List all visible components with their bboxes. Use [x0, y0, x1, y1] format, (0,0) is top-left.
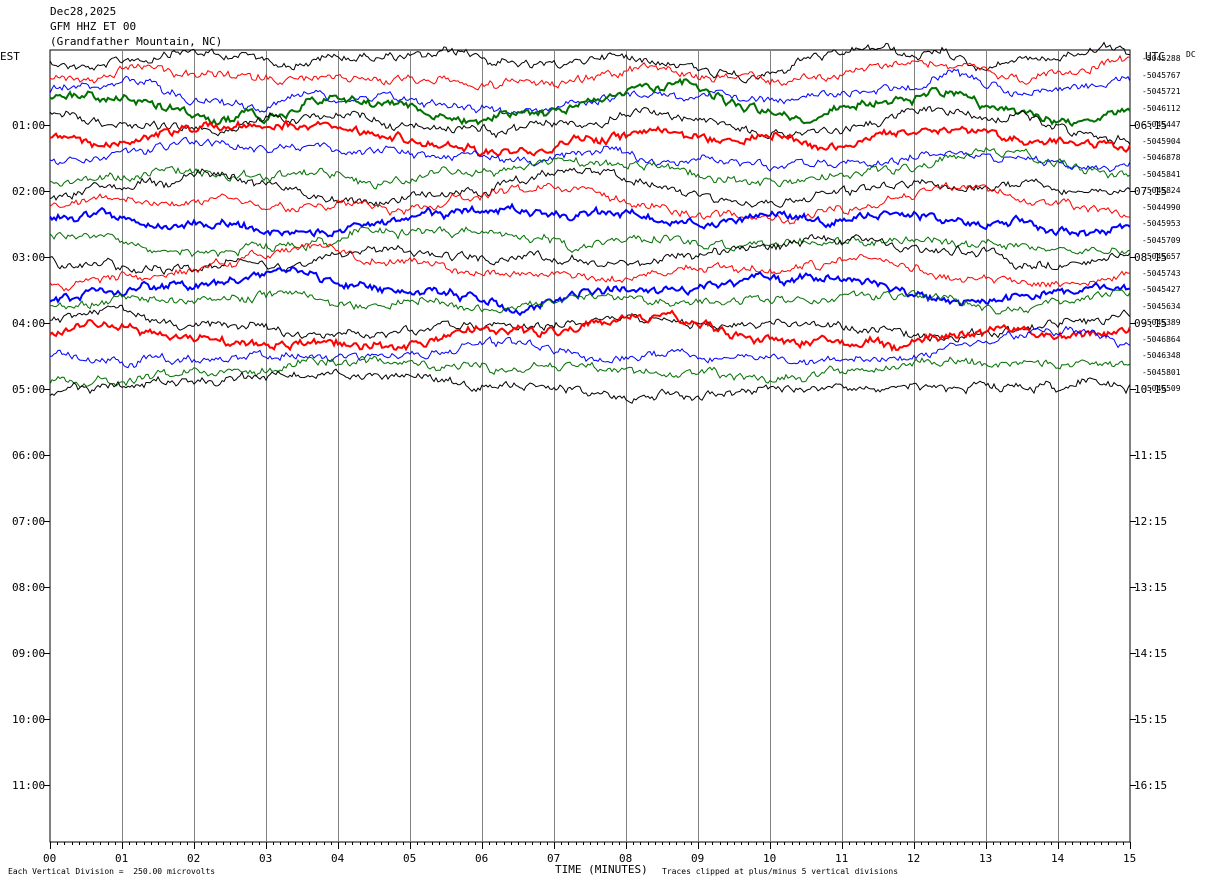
x-tick-label: 06: [475, 852, 489, 865]
dc-offset-label: -5045447: [1142, 120, 1181, 129]
dc-label: DC: [1186, 50, 1196, 59]
x-tick-label: 04: [331, 852, 345, 865]
dc-offset-label: -5045904: [1142, 136, 1181, 146]
right-time-label: 15:15: [1134, 713, 1168, 726]
x-tick-label: 09: [691, 852, 705, 865]
dc-offset-label: -5045634: [1142, 301, 1181, 311]
left-timezone-label: EST: [0, 50, 20, 63]
dc-offset-label: -5045841: [1142, 169, 1181, 179]
scale-note: Each Vertical Division = 250.00 microvol…: [8, 867, 216, 876]
seismic-trace: [49, 181, 1130, 225]
x-tick-label: 00: [43, 852, 57, 865]
seismic-trace: [49, 136, 1131, 173]
dc-offset-label: -5045824: [1142, 186, 1181, 195]
seismic-trace: [49, 368, 1131, 404]
seismic-trace: [49, 54, 1131, 91]
x-axis-label: TIME (MINUTES): [555, 863, 648, 876]
right-timezone-label: UTC: [1145, 50, 1165, 63]
dc-offset-label: -5046509: [1142, 384, 1181, 393]
left-time-label: 05:00: [12, 383, 46, 396]
header-date: Dec28,2025: [50, 5, 117, 18]
x-tick-label: 12: [907, 852, 921, 865]
dc-offset-label: -5045801: [1142, 367, 1181, 377]
dc-offset-label: -5045657: [1142, 252, 1181, 261]
dc-offset-label: -5046878: [1142, 153, 1181, 162]
dc-offset-label: -5045288: [1142, 54, 1181, 63]
seismic-trace: [49, 266, 1131, 317]
seismic-trace: [49, 309, 1131, 353]
dc-offset-label: -5045953: [1142, 219, 1181, 228]
x-tick-label: 11: [835, 852, 849, 865]
x-tick-label: 03: [259, 852, 273, 865]
left-time-label: 06:00: [12, 449, 46, 462]
right-time-label: 07:15: [1134, 185, 1168, 198]
seismic-trace: [49, 233, 1131, 276]
x-tick-label: 07: [547, 852, 561, 865]
left-time-label: 10:00: [12, 713, 46, 726]
dc-offset-label: -5045427: [1142, 285, 1181, 294]
header-station: GFM HHZ ET 00: [50, 20, 137, 33]
seismic-trace: [49, 226, 1131, 258]
right-time-label: 13:15: [1134, 581, 1168, 594]
x-tick-label: 02: [187, 852, 201, 865]
x-tick-label: 08: [619, 852, 633, 865]
left-time-label: 03:00: [12, 251, 46, 264]
x-tick-label: 01: [115, 852, 129, 865]
x-tick-label: 10: [763, 852, 777, 865]
right-time-label: 10:15: [1134, 383, 1168, 396]
x-tick-label: 05: [403, 852, 417, 865]
dc-offset-label: -5045767: [1142, 70, 1181, 80]
seismic-trace: [49, 118, 1131, 158]
right-time-label: 16:15: [1134, 779, 1168, 792]
x-tick-label: 15: [1123, 852, 1137, 865]
left-time-label: 07:00: [12, 515, 46, 528]
seismic-trace: [49, 243, 1131, 292]
dc-offset-label: -5045709: [1142, 235, 1181, 245]
seismic-trace: [49, 146, 1131, 190]
seismic-trace: [49, 77, 1131, 128]
x-tick-label: 14: [1051, 852, 1065, 865]
x-tick-label: 13: [979, 852, 993, 865]
dc-offset-label: -5046348: [1142, 351, 1181, 360]
right-time-label: 14:15: [1134, 647, 1168, 660]
seismic-trace: [49, 355, 1131, 388]
right-time-label: 09:15: [1134, 317, 1168, 330]
dc-offset-label: -5045743: [1142, 268, 1181, 278]
right-time-label: 08:15: [1134, 251, 1168, 264]
left-time-label: 08:00: [12, 581, 46, 594]
dc-offset-label: -5045721: [1142, 87, 1181, 96]
left-time-label: 02:00: [12, 185, 46, 198]
right-time-label: 11:15: [1134, 449, 1168, 462]
seismic-trace: [49, 41, 1131, 84]
left-time-label: 09:00: [12, 647, 46, 660]
seismic-trace: [49, 202, 1131, 238]
dc-offset-label: -5044990: [1142, 202, 1181, 212]
right-time-label: 12:15: [1134, 515, 1168, 528]
seismic-trace: [49, 68, 1131, 115]
dc-offset-label: -5046112: [1142, 103, 1181, 113]
left-time-label: 01:00: [12, 119, 46, 132]
left-time-label: 04:00: [12, 317, 46, 330]
left-time-label: 11:00: [12, 779, 46, 792]
seismic-trace: [49, 325, 1131, 369]
dc-offset-label: -5046864: [1142, 334, 1181, 344]
header-location: (Grandfather Mountain, NC): [50, 35, 223, 48]
seismic-trace: [50, 288, 1131, 315]
clip-note: Traces clipped at plus/minus 5 vertical …: [662, 867, 899, 876]
right-time-label: 06:15: [1134, 119, 1168, 132]
dc-offset-label: -5045389: [1142, 318, 1181, 327]
